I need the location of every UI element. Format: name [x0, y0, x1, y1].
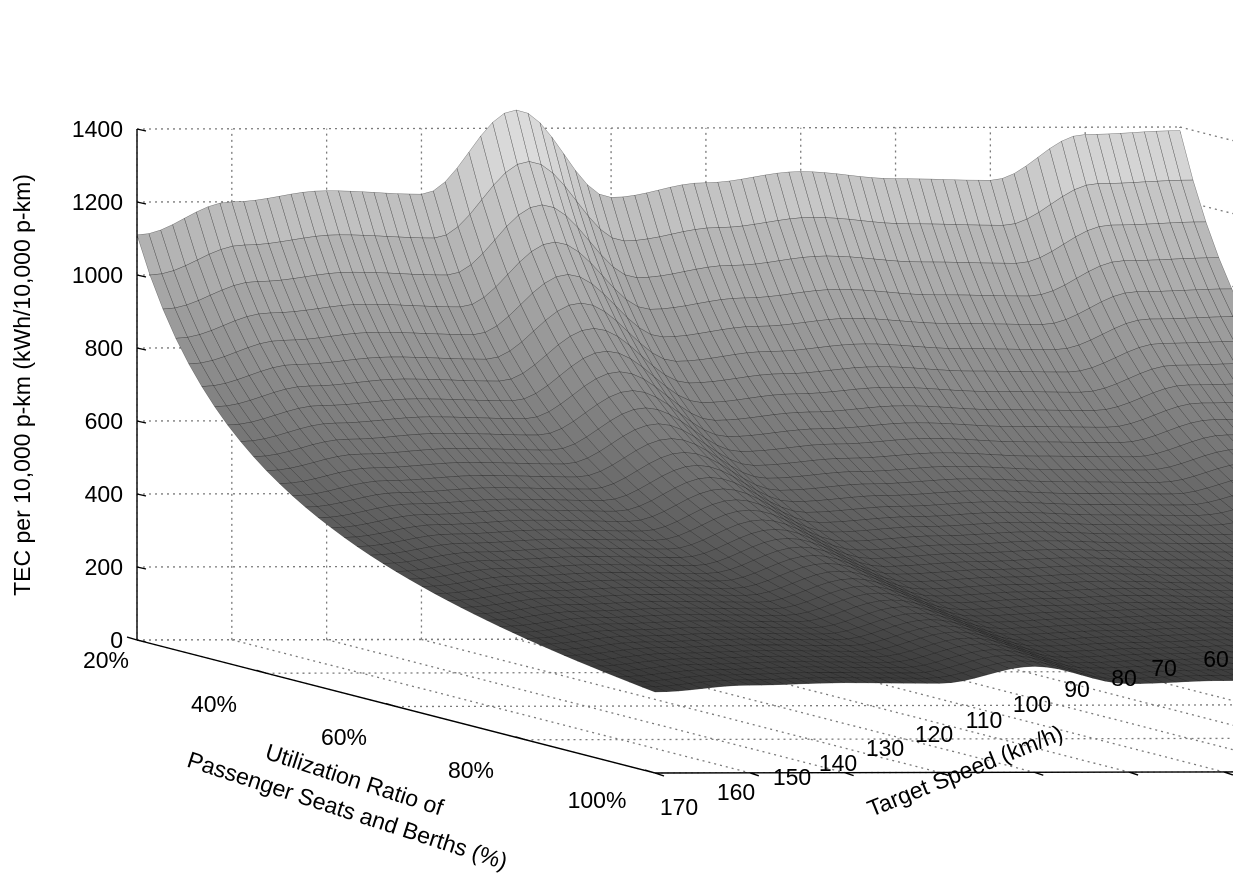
z-tick-label: 400 [85, 481, 123, 507]
gridline-floor-speed [421, 638, 940, 774]
z-axis-label: TEC per 10,000 p-km (kWh/10,000 p-km) [9, 174, 35, 596]
x-tick-label: 40% [191, 691, 237, 717]
x-tick-label: 100% [568, 787, 627, 813]
gridline-floor-util [395, 704, 1233, 708]
y-tick-label: 80 [1111, 665, 1137, 691]
surface-patch [1221, 341, 1233, 361]
y-tick-label: 60 [1203, 646, 1229, 672]
y-tick-label: 130 [866, 735, 904, 761]
x-tick-label: 80% [448, 757, 494, 783]
y-tick-label: 150 [773, 764, 811, 790]
x-tick-label: 60% [321, 724, 367, 750]
surface-mesh [136, 109, 1233, 693]
y-tick-label: 160 [717, 779, 755, 805]
y-tick-label: 70 [1151, 655, 1177, 681]
z-tick-label: 800 [85, 335, 123, 361]
z-tick-label: 1000 [72, 262, 123, 288]
y-tick-label: 170 [660, 794, 698, 820]
surface-patch [1220, 316, 1233, 340]
z-tick-label: 600 [85, 408, 123, 434]
gridline-floor-speed [516, 638, 1035, 773]
gridline-floor-speed [705, 638, 1225, 773]
z-tick-label: 1200 [72, 189, 123, 215]
gridline-floor-speed [800, 638, 1233, 751]
y-tick-label: 140 [819, 750, 857, 776]
y-tick-label: 100 [1013, 691, 1051, 717]
gridline-floor-speed [326, 639, 845, 774]
x-tick-mark [126, 636, 138, 641]
y-tick-label: 110 [966, 707, 1003, 733]
z-tick-label: 200 [85, 554, 123, 580]
gridline-floor-speed [610, 638, 1130, 773]
gridline-back-z [136, 126, 1181, 130]
gridline-floor-speed [231, 639, 750, 774]
y-tick-label: 90 [1064, 676, 1090, 702]
z-tick-label: 1400 [72, 116, 123, 142]
y-tick-label: 120 [915, 721, 953, 747]
x-tick-label: 20% [83, 647, 129, 673]
